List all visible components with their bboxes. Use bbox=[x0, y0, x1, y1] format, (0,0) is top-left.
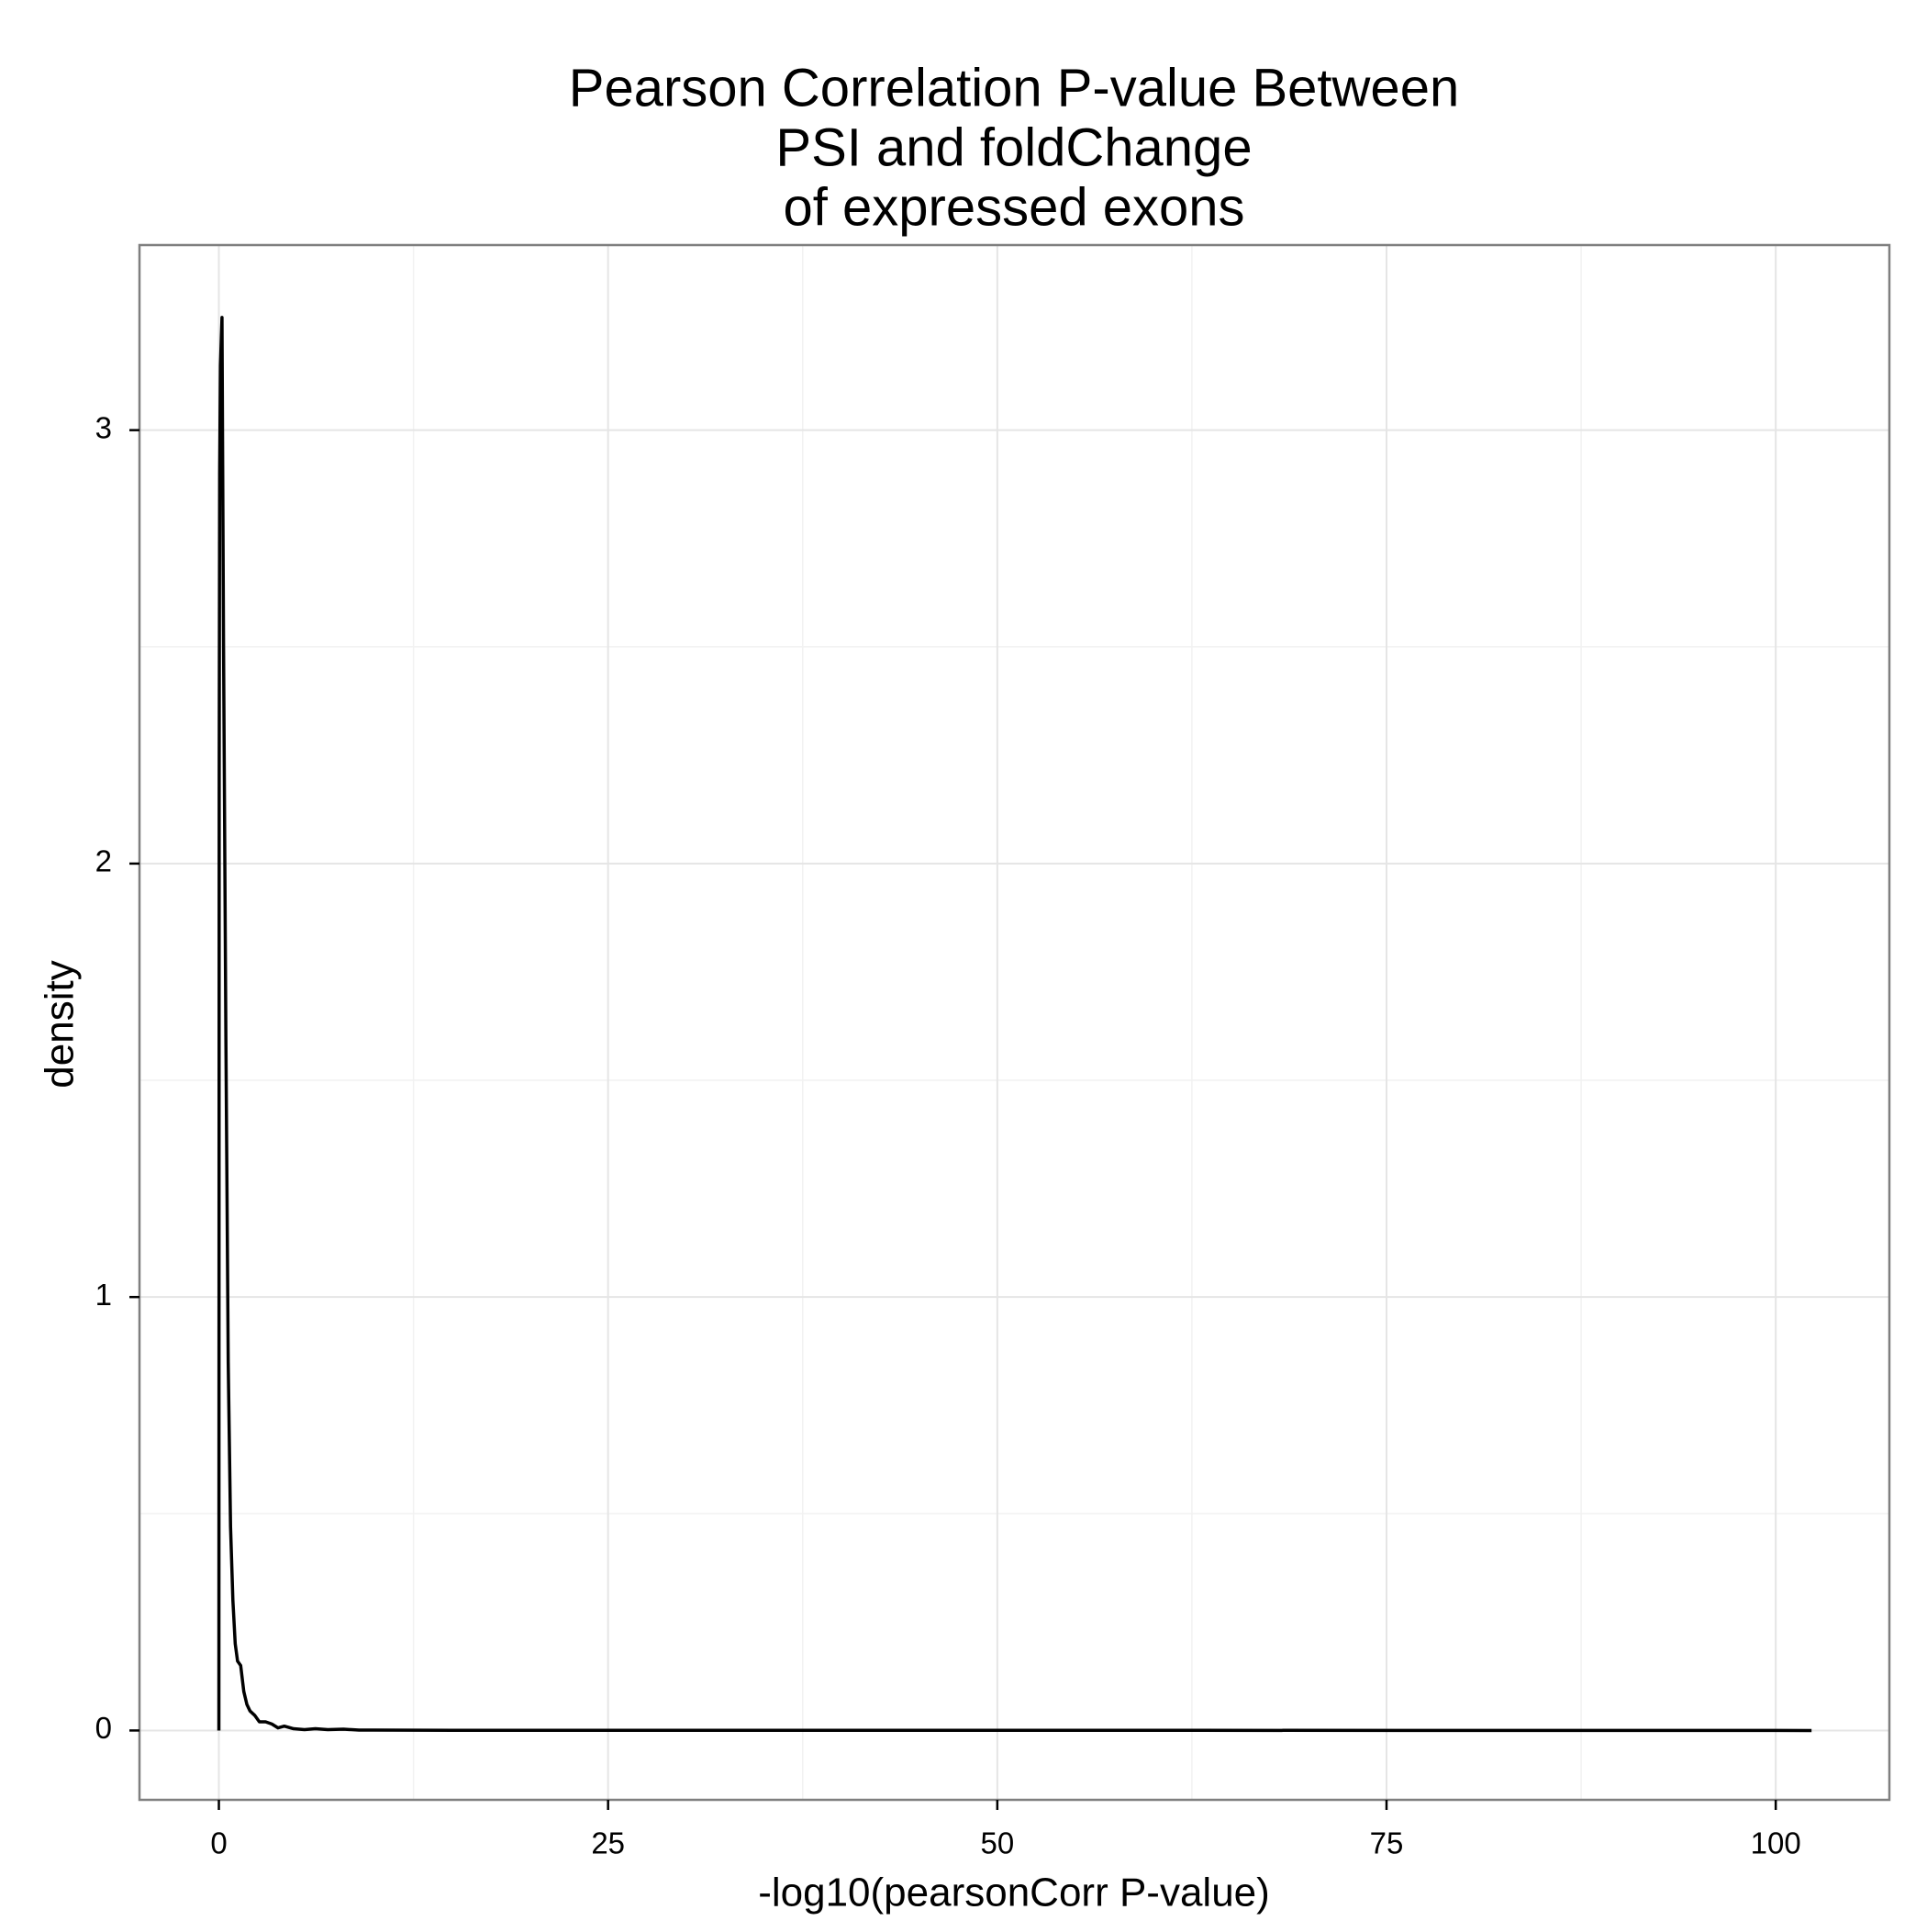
chart-title: Pearson Correlation P-value Between bbox=[569, 58, 1459, 117]
y-tick-label: 3 bbox=[95, 410, 112, 444]
plot-marks bbox=[217, 316, 1812, 1733]
grid bbox=[139, 245, 1889, 1800]
x-tick-label: 25 bbox=[591, 1826, 625, 1860]
y-tick-label: 1 bbox=[95, 1278, 112, 1312]
density-line bbox=[217, 316, 1812, 1733]
y-axis-title: density bbox=[38, 960, 83, 1088]
chart-title: PSI and foldChange bbox=[775, 117, 1252, 177]
x-tick-label: 75 bbox=[1370, 1826, 1404, 1860]
y-tick-label: 0 bbox=[95, 1711, 112, 1745]
y-tick-label: 2 bbox=[95, 844, 112, 878]
x-tick-label: 100 bbox=[1751, 1826, 1801, 1860]
chart-title: of expressed exons bbox=[784, 177, 1245, 237]
x-tick-label: 0 bbox=[210, 1826, 227, 1860]
x-tick-label: 50 bbox=[980, 1826, 1014, 1860]
plot-border bbox=[138, 243, 1891, 1802]
x-axis-title: -log10(pearsonCorr P-value) bbox=[758, 1871, 1270, 1915]
